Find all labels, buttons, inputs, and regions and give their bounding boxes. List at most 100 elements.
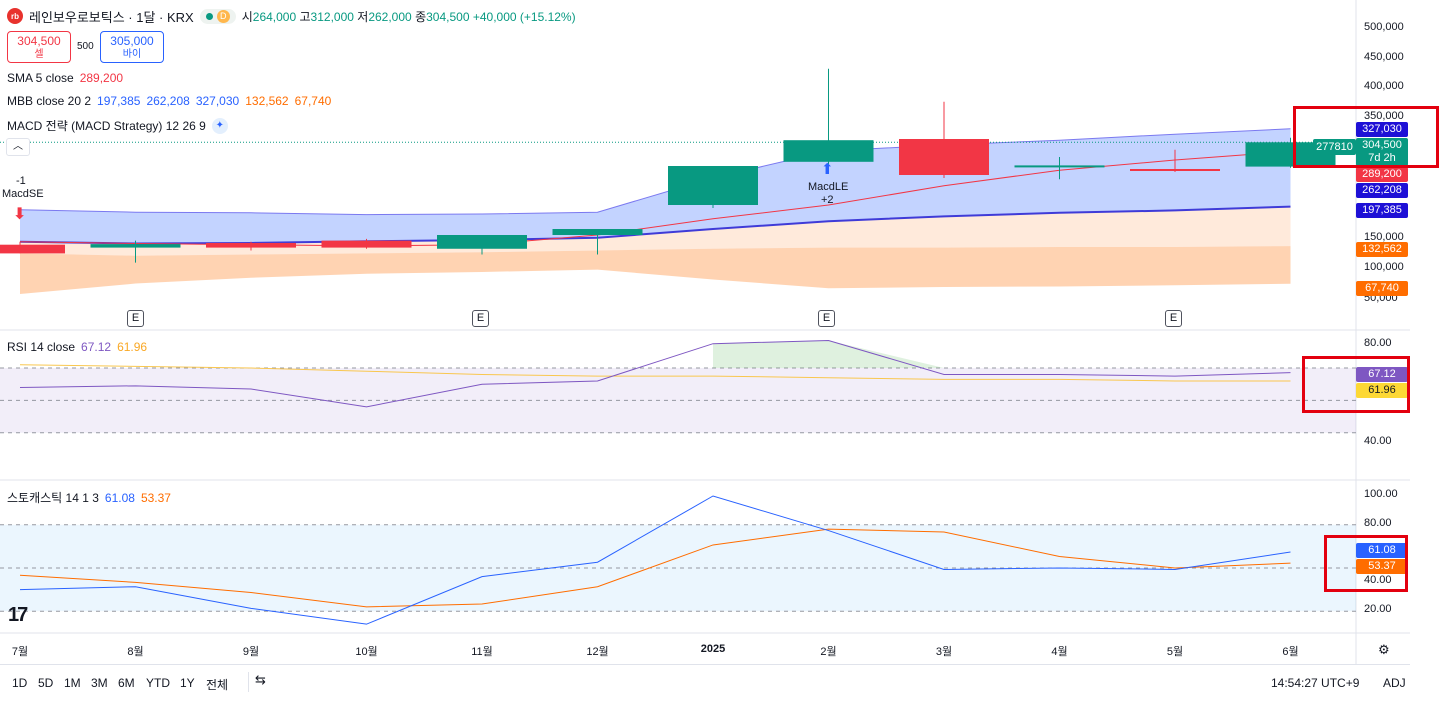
bottom-toolbar: [0, 664, 1410, 700]
annotation-box-price: [1293, 106, 1439, 168]
candle-body: [899, 139, 989, 175]
time-axis-label: 10월: [355, 646, 378, 658]
timeframe-5d[interactable]: 5D: [38, 676, 54, 690]
symbol-title[interactable]: 레인보우로보틱스 · 1달 · KRX: [29, 9, 194, 25]
price-axis-label: 500,000: [1364, 21, 1404, 33]
stoch-axis-label: 40.00: [1364, 574, 1392, 586]
spread-value: 500: [77, 41, 94, 52]
candle-body: [783, 140, 874, 162]
adj-toggle[interactable]: ADJ: [1383, 676, 1406, 690]
price-axis-label: 350,000: [1364, 110, 1404, 122]
candle-body: [1130, 169, 1220, 171]
time-axis-label: 5월: [1166, 646, 1184, 658]
company-logo-icon: rb: [7, 8, 23, 24]
lower3-price-label: 67,740: [1356, 281, 1408, 296]
annotation-box-rsi: [1302, 356, 1410, 413]
mbb-legend[interactable]: MBB close 20 2 197,385 262,208 327,030 1…: [7, 94, 332, 108]
price-change: +40,000 (+15.12%): [472, 9, 576, 24]
tradingview-logo-icon[interactable]: 17: [8, 604, 28, 626]
last-bar-tag: 277810: [1313, 139, 1356, 155]
rsi-line: [19, 339, 1291, 408]
time-axis-label: 2월: [820, 646, 837, 658]
candle-body: [552, 229, 643, 235]
annotation-box-stoch: [1324, 535, 1408, 592]
symbol-header: rb 레인보우로보틱스 · 1달 · KRX D 시264,000 고312,0…: [7, 6, 576, 26]
rsi-value-label: 67.12: [1356, 367, 1408, 382]
ohlc-values: 시264,000 고312,000 저262,000 종304,500 +40,…: [241, 9, 576, 24]
candle-body: [206, 242, 296, 248]
down-arrow-icon: ⬇: [13, 206, 27, 223]
stoch-legend[interactable]: 스토캐스틱 14 1 3 61.08 53.37: [7, 490, 171, 506]
candle-body: [668, 166, 758, 205]
settings-gear-icon[interactable]: ⚙: [1378, 642, 1390, 657]
mbb-mid-price-label: 262,208: [1356, 183, 1408, 198]
timeframe-1d[interactable]: 1D: [12, 676, 28, 690]
mbb-outer-band: [20, 246, 1291, 294]
delayed-badge: D: [216, 9, 230, 23]
stoch-d-value-label: 53.37: [1356, 559, 1408, 574]
time-axis-label: 8월: [127, 646, 144, 658]
stoch-axis-label: 100.00: [1364, 488, 1398, 500]
rsi-axis-label: 80.00: [1364, 337, 1392, 349]
candle-body: [437, 235, 527, 249]
timeframe-1m[interactable]: 1M: [64, 676, 81, 690]
rsi-overbought-fill: [713, 340, 944, 368]
clock[interactable]: 14:54:27 UTC+9: [1271, 676, 1360, 690]
countdown: 7d 2h: [1368, 152, 1396, 164]
strategy-report-icon[interactable]: ✦: [211, 117, 228, 134]
timeframe-3m[interactable]: 3M: [91, 676, 108, 690]
date-range-icon[interactable]: ⇆: [248, 672, 270, 692]
buy-button[interactable]: 305,000 바이: [100, 31, 164, 63]
lower2-price-label: 132,562: [1356, 242, 1408, 257]
sma-price-label: 289,200: [1356, 167, 1408, 182]
earnings-marker[interactable]: E: [127, 310, 144, 327]
timeframe-ytd[interactable]: YTD: [146, 676, 170, 690]
candle-body: [90, 244, 181, 248]
price-axis-label: 150,000: [1364, 231, 1404, 243]
candle-body: [0, 244, 65, 254]
rsi-ma-line: [19, 364, 1291, 382]
sell-button[interactable]: 304,500 셀: [7, 31, 71, 63]
macd-strategy-legend[interactable]: MACD 전략 (MACD Strategy) 12 26 9 ✦: [7, 117, 228, 134]
earnings-marker[interactable]: E: [1165, 310, 1182, 327]
earnings-marker[interactable]: E: [818, 310, 835, 327]
price-axis-label: 100,000: [1364, 261, 1404, 273]
market-open-icon: [205, 12, 213, 20]
stoch-k-value-label: 61.08: [1356, 543, 1408, 558]
long-signal-qty: +2: [821, 194, 834, 206]
mbb-upper-price-label: 327,030: [1356, 122, 1408, 137]
time-axis-label: 6월: [1282, 646, 1299, 658]
price-axis-label: 450,000: [1364, 51, 1404, 63]
stoch-k-line: [19, 495, 1291, 625]
time-axis-label: 11월: [471, 646, 493, 658]
close-price-label: 304,500 7d 2h: [1356, 138, 1408, 166]
sma-legend[interactable]: SMA 5 close 289,200: [7, 71, 124, 85]
long-signal-label: MacdLE: [808, 181, 849, 193]
short-signal-qty: -1: [16, 175, 26, 187]
rsi-axis-label: 40.00: [1364, 435, 1392, 447]
mbb-lower-price-label: 197,385: [1356, 203, 1408, 218]
price-axis-label: 400,000: [1364, 80, 1404, 92]
candle-body: [1014, 165, 1105, 168]
collapse-legend-button[interactable]: ︿: [6, 138, 30, 156]
time-axis-label: 7월: [11, 646, 29, 658]
up-arrow-icon: ⬆: [821, 161, 834, 178]
earnings-marker[interactable]: E: [472, 310, 489, 327]
time-axis-label: 4월: [1051, 646, 1068, 658]
stoch-axis-label: 20.00: [1364, 603, 1392, 615]
time-axis-label: 2025: [700, 643, 726, 655]
short-signal-label: MacdSE: [2, 188, 44, 200]
timeframe-6m[interactable]: 6M: [118, 676, 135, 690]
time-axis-label: 9월: [242, 646, 260, 658]
timeframe-all[interactable]: 전체: [206, 678, 229, 692]
stoch-d-line: [19, 528, 1291, 608]
chevron-up-icon: ︿: [13, 141, 23, 152]
market-status[interactable]: D: [199, 8, 236, 24]
timeframe-1y[interactable]: 1Y: [180, 676, 195, 690]
rsi-legend[interactable]: RSI 14 close 67.12 61.96: [7, 340, 148, 354]
stoch-axis-label: 80.00: [1364, 517, 1392, 529]
rsi-ma-value-label: 61.96: [1356, 383, 1408, 398]
mbb-upper-line: [19, 128, 1291, 216]
time-axis-label: 3월: [935, 646, 953, 658]
